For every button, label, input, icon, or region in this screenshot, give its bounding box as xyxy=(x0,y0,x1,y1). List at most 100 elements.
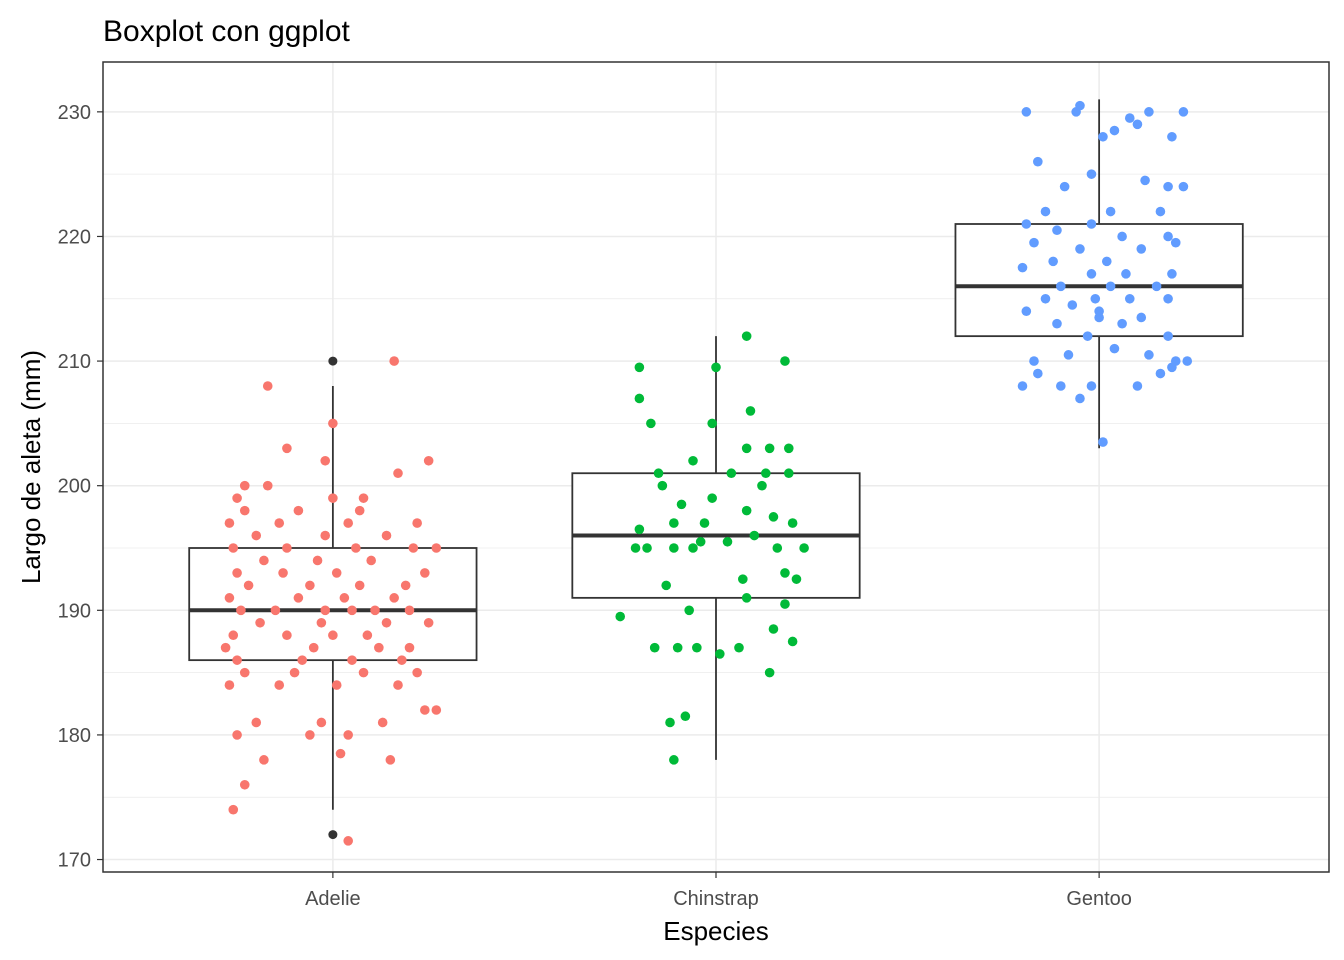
x-axis-title: Especies xyxy=(663,916,769,946)
data-point-gentoo xyxy=(1059,181,1070,192)
data-point-adelie xyxy=(278,568,288,578)
data-point-adelie xyxy=(305,730,315,740)
data-point-gentoo xyxy=(1144,350,1154,360)
data-point-chinstrap xyxy=(649,642,660,653)
data-point-gentoo xyxy=(1109,343,1120,354)
x-tick-label: Gentoo xyxy=(1066,888,1132,910)
data-point-adelie xyxy=(239,779,250,790)
data-point-adelie xyxy=(343,518,354,528)
data-point-chinstrap xyxy=(761,468,771,479)
data-point-adelie xyxy=(316,617,327,628)
data-point-adelie xyxy=(370,605,380,616)
data-point-adelie xyxy=(232,568,242,578)
data-point-gentoo xyxy=(1167,131,1177,142)
data-point-adelie xyxy=(228,804,239,815)
data-point-adelie xyxy=(282,543,292,553)
data-point-adelie xyxy=(358,667,369,678)
data-point-gentoo xyxy=(1144,107,1154,117)
data-point-gentoo xyxy=(1163,181,1173,192)
data-point-adelie xyxy=(393,468,403,479)
data-point-adelie xyxy=(274,518,285,528)
data-point-chinstrap xyxy=(722,536,733,547)
data-point-chinstrap xyxy=(665,717,675,728)
data-point-gentoo xyxy=(1086,269,1097,279)
data-point-gentoo xyxy=(1052,318,1062,329)
data-point-gentoo xyxy=(1167,269,1177,279)
data-point-chinstrap xyxy=(768,512,779,522)
data-point-gentoo xyxy=(1182,356,1193,366)
data-point-adelie xyxy=(404,605,415,616)
data-point-adelie xyxy=(270,605,281,616)
data-point-gentoo xyxy=(1094,312,1104,323)
data-point-chinstrap xyxy=(738,574,748,584)
data-point-adelie xyxy=(397,655,407,665)
data-point-gentoo xyxy=(1101,256,1112,267)
data-point-gentoo xyxy=(1040,206,1051,217)
data-point-gentoo xyxy=(1086,219,1097,229)
data-point-adelie xyxy=(236,605,246,616)
data-point-chinstrap xyxy=(780,356,790,366)
data-point-adelie xyxy=(289,667,300,678)
data-point-adelie xyxy=(423,617,434,628)
data-point-adelie xyxy=(431,543,442,553)
data-point-gentoo xyxy=(1121,269,1131,279)
y-tick-label: 170 xyxy=(58,850,91,872)
data-point-chinstrap xyxy=(711,362,721,373)
data-point-adelie xyxy=(389,593,399,603)
data-point-chinstrap xyxy=(783,443,794,454)
data-point-adelie xyxy=(316,717,327,728)
data-point-gentoo xyxy=(1105,281,1116,292)
data-point-chinstrap xyxy=(741,593,752,603)
data-point-gentoo xyxy=(1017,381,1028,391)
data-point-gentoo xyxy=(1178,107,1189,117)
data-point-chinstrap xyxy=(634,393,645,404)
data-point-gentoo xyxy=(1098,131,1108,142)
y-tick-label: 190 xyxy=(58,600,91,622)
data-point-chinstrap xyxy=(634,524,645,535)
data-point-gentoo xyxy=(1136,244,1147,254)
data-point-chinstrap xyxy=(692,642,702,653)
data-point-gentoo xyxy=(1086,381,1097,391)
box-iqr xyxy=(188,547,478,662)
data-point-adelie xyxy=(358,493,369,503)
data-point-adelie xyxy=(224,518,235,528)
data-point-adelie xyxy=(381,617,392,628)
data-point-chinstrap xyxy=(749,530,760,541)
data-point-chinstrap xyxy=(688,455,698,466)
data-point-gentoo xyxy=(1021,219,1032,229)
data-point-gentoo xyxy=(1170,356,1181,366)
data-point-gentoo xyxy=(1075,393,1085,404)
data-point-chinstrap xyxy=(764,443,775,454)
data-point-chinstrap xyxy=(680,711,691,722)
data-point-adelie xyxy=(408,543,419,553)
data-point-adelie xyxy=(255,617,265,628)
data-point-chinstrap xyxy=(757,480,767,491)
chart-title: Boxplot con ggplot xyxy=(103,15,351,48)
data-point-gentoo xyxy=(1098,437,1108,447)
data-point-gentoo xyxy=(1021,306,1032,317)
data-point-chinstrap xyxy=(780,568,790,578)
data-point-chinstrap xyxy=(676,499,687,510)
data-point-chinstrap xyxy=(657,480,668,491)
data-point-gentoo xyxy=(1178,181,1189,192)
data-point-gentoo xyxy=(1105,206,1116,217)
data-point-gentoo xyxy=(1124,293,1135,304)
data-point-gentoo xyxy=(1075,100,1085,111)
data-point-adelie xyxy=(393,680,403,690)
data-point-gentoo xyxy=(1056,381,1066,391)
data-point-gentoo xyxy=(1163,331,1173,341)
data-point-adelie xyxy=(362,630,373,641)
data-point-adelie xyxy=(312,555,323,566)
data-point-gentoo xyxy=(1075,244,1085,254)
data-point-chinstrap xyxy=(646,418,656,429)
data-point-adelie xyxy=(224,680,235,690)
data-point-gentoo xyxy=(1067,300,1078,310)
data-point-gentoo xyxy=(1017,262,1028,273)
data-point-adelie xyxy=(232,730,242,740)
data-point-adelie xyxy=(239,505,250,516)
data-point-gentoo xyxy=(1109,125,1120,136)
data-point-gentoo xyxy=(1117,318,1127,329)
data-point-adelie xyxy=(351,543,361,553)
y-tick-label: 200 xyxy=(58,476,91,498)
